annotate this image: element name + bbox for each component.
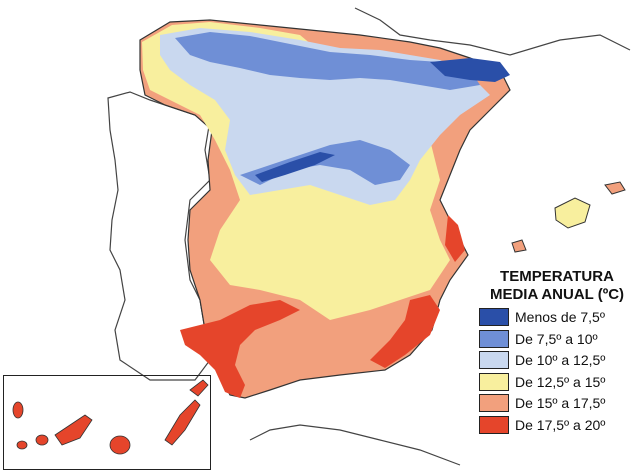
gran-canaria <box>109 435 131 455</box>
legend-title-line2: MEDIA ANUAL (ºC) <box>489 286 625 303</box>
la-palma <box>12 401 24 419</box>
zone-below-7-5 <box>430 58 510 82</box>
canary-islands <box>12 379 209 455</box>
legend-label: Menos de 7,5º <box>515 309 605 325</box>
legend-label: De 12,5º a 15º <box>515 373 606 390</box>
mallorca <box>554 197 591 229</box>
zone-17-5-20-south <box>180 300 300 398</box>
legend-title-line1: TEMPERATURA <box>500 268 614 285</box>
zone-7-5-10 <box>175 32 480 90</box>
legend-swatch <box>479 351 509 369</box>
canary-inset-frame <box>3 375 211 470</box>
zone-below-7-5-central <box>255 152 335 182</box>
legend-swatch <box>479 372 509 391</box>
menorca <box>604 181 626 195</box>
lanzarote <box>189 379 209 397</box>
zone-17-5-20-valencia <box>445 215 465 262</box>
france-outline <box>354 7 631 56</box>
zone-17-5-20-east <box>370 295 440 368</box>
legend-label: De 17,5º a 20º <box>515 416 606 433</box>
legend: TEMPERATURA MEDIA ANUAL (ºC) Menos de 7,… <box>479 268 641 434</box>
el-hierro <box>16 440 28 450</box>
fuerteventura <box>164 399 201 446</box>
balearic-islands <box>511 181 626 253</box>
legend-label: De 7,5º a 10º <box>515 330 598 347</box>
spain-temperature-zones <box>139 19 511 399</box>
legend-swatch <box>479 394 509 412</box>
africa-outline <box>249 424 461 466</box>
ibiza <box>511 239 527 253</box>
la-gomera <box>35 434 49 446</box>
legend-swatch <box>479 329 509 348</box>
tenerife <box>54 414 93 446</box>
legend-label: De 15º a 17,5º <box>515 395 606 411</box>
legend-swatch <box>479 415 509 434</box>
legend-label: De 10º a 12,5º <box>515 352 606 368</box>
legend-swatch <box>479 308 509 326</box>
